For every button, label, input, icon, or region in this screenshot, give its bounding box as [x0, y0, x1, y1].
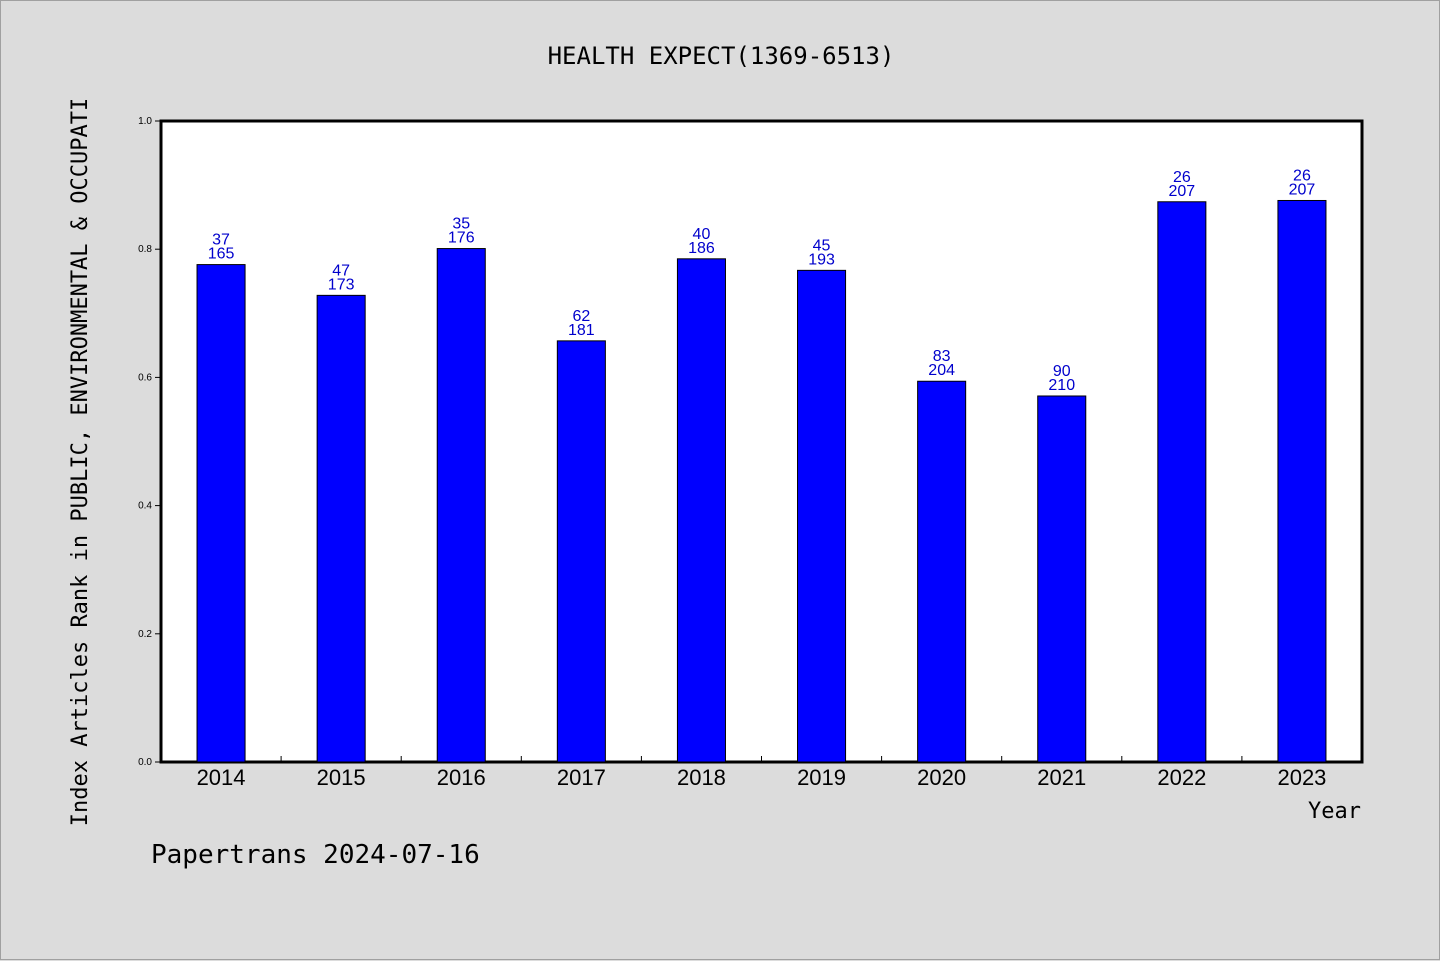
bar-2019 — [797, 269, 847, 763]
bar-label-total-2015: 173 — [328, 276, 355, 293]
bar-label-total-2020: 204 — [928, 362, 955, 379]
x-axis-label: Year — [1308, 799, 1361, 824]
bar-2016 — [436, 248, 486, 763]
bars-group — [196, 199, 1327, 763]
y-tick-label: 0.8 — [138, 244, 152, 255]
y-axis-label: Index Articles Rank in PUBLIC, ENVIRONME… — [68, 98, 93, 826]
bar-label-rank-2016: 35 — [452, 216, 470, 233]
bar-label-total-2022: 207 — [1168, 183, 1195, 200]
x-tick-label-2019: 2019 — [797, 765, 846, 790]
bar-label-rank-2017: 62 — [572, 308, 590, 325]
bar-label-rank-2022: 26 — [1173, 169, 1191, 186]
bar-label-rank-2020: 83 — [933, 348, 951, 365]
bar-label-total-2023: 207 — [1289, 181, 1316, 198]
x-tick-label-2014: 2014 — [197, 765, 246, 790]
bar-2014 — [196, 264, 246, 763]
bar-2018 — [676, 258, 726, 763]
bar-label-rank-2021: 90 — [1053, 363, 1071, 380]
bar-label-total-2017: 181 — [568, 322, 595, 339]
x-tick-label-2020: 2020 — [917, 765, 966, 790]
x-tick-label-2021: 2021 — [1037, 765, 1086, 790]
y-tick-label: 0.2 — [138, 629, 152, 640]
bar-label-total-2021: 210 — [1048, 377, 1075, 394]
x-tick-label-2018: 2018 — [677, 765, 726, 790]
bar-label-total-2019: 193 — [808, 251, 835, 268]
bar-label-rank-2019: 45 — [813, 237, 831, 254]
bar-2020 — [917, 380, 967, 763]
y-tick-label: 0.4 — [138, 501, 152, 512]
chart-title: HEALTH EXPECT(1369-6513) — [548, 42, 895, 70]
bar-2017 — [556, 340, 606, 763]
x-tick-label-2023: 2023 — [1277, 765, 1326, 790]
x-tick-label-2015: 2015 — [317, 765, 366, 790]
x-axis: 2014 2015 2016 2017 2018 2019 2020 2021 2022 2023 — [197, 756, 1326, 790]
y-tick-label: 0.0 — [138, 757, 152, 768]
x-tick-label-2017: 2017 — [557, 765, 606, 790]
bar-2022 — [1157, 201, 1207, 763]
bar-2023 — [1277, 199, 1327, 763]
bar-label-rank-2023: 26 — [1293, 167, 1311, 184]
x-tick-label-2022: 2022 — [1157, 765, 1206, 790]
bar-label-total-2018: 186 — [688, 240, 715, 257]
bar-2015 — [316, 294, 366, 763]
bar-2021 — [1037, 395, 1087, 763]
y-tick-label: 1.0 — [138, 116, 152, 127]
bar-label-total-2016: 176 — [448, 230, 475, 247]
y-tick-label: 0.6 — [138, 372, 152, 383]
footer-credit: Papertrans 2024-07-16 — [151, 840, 480, 870]
y-axis: 0.0 0.2 0.4 0.6 0.8 1.0 — [138, 116, 161, 768]
x-tick-label-2016: 2016 — [437, 765, 486, 790]
bar-label-rank-2018: 40 — [693, 226, 711, 243]
bar-label-total-2014: 165 — [208, 246, 235, 263]
bar-label-rank-2014: 37 — [212, 232, 230, 249]
bar-label-rank-2015: 47 — [332, 262, 350, 279]
